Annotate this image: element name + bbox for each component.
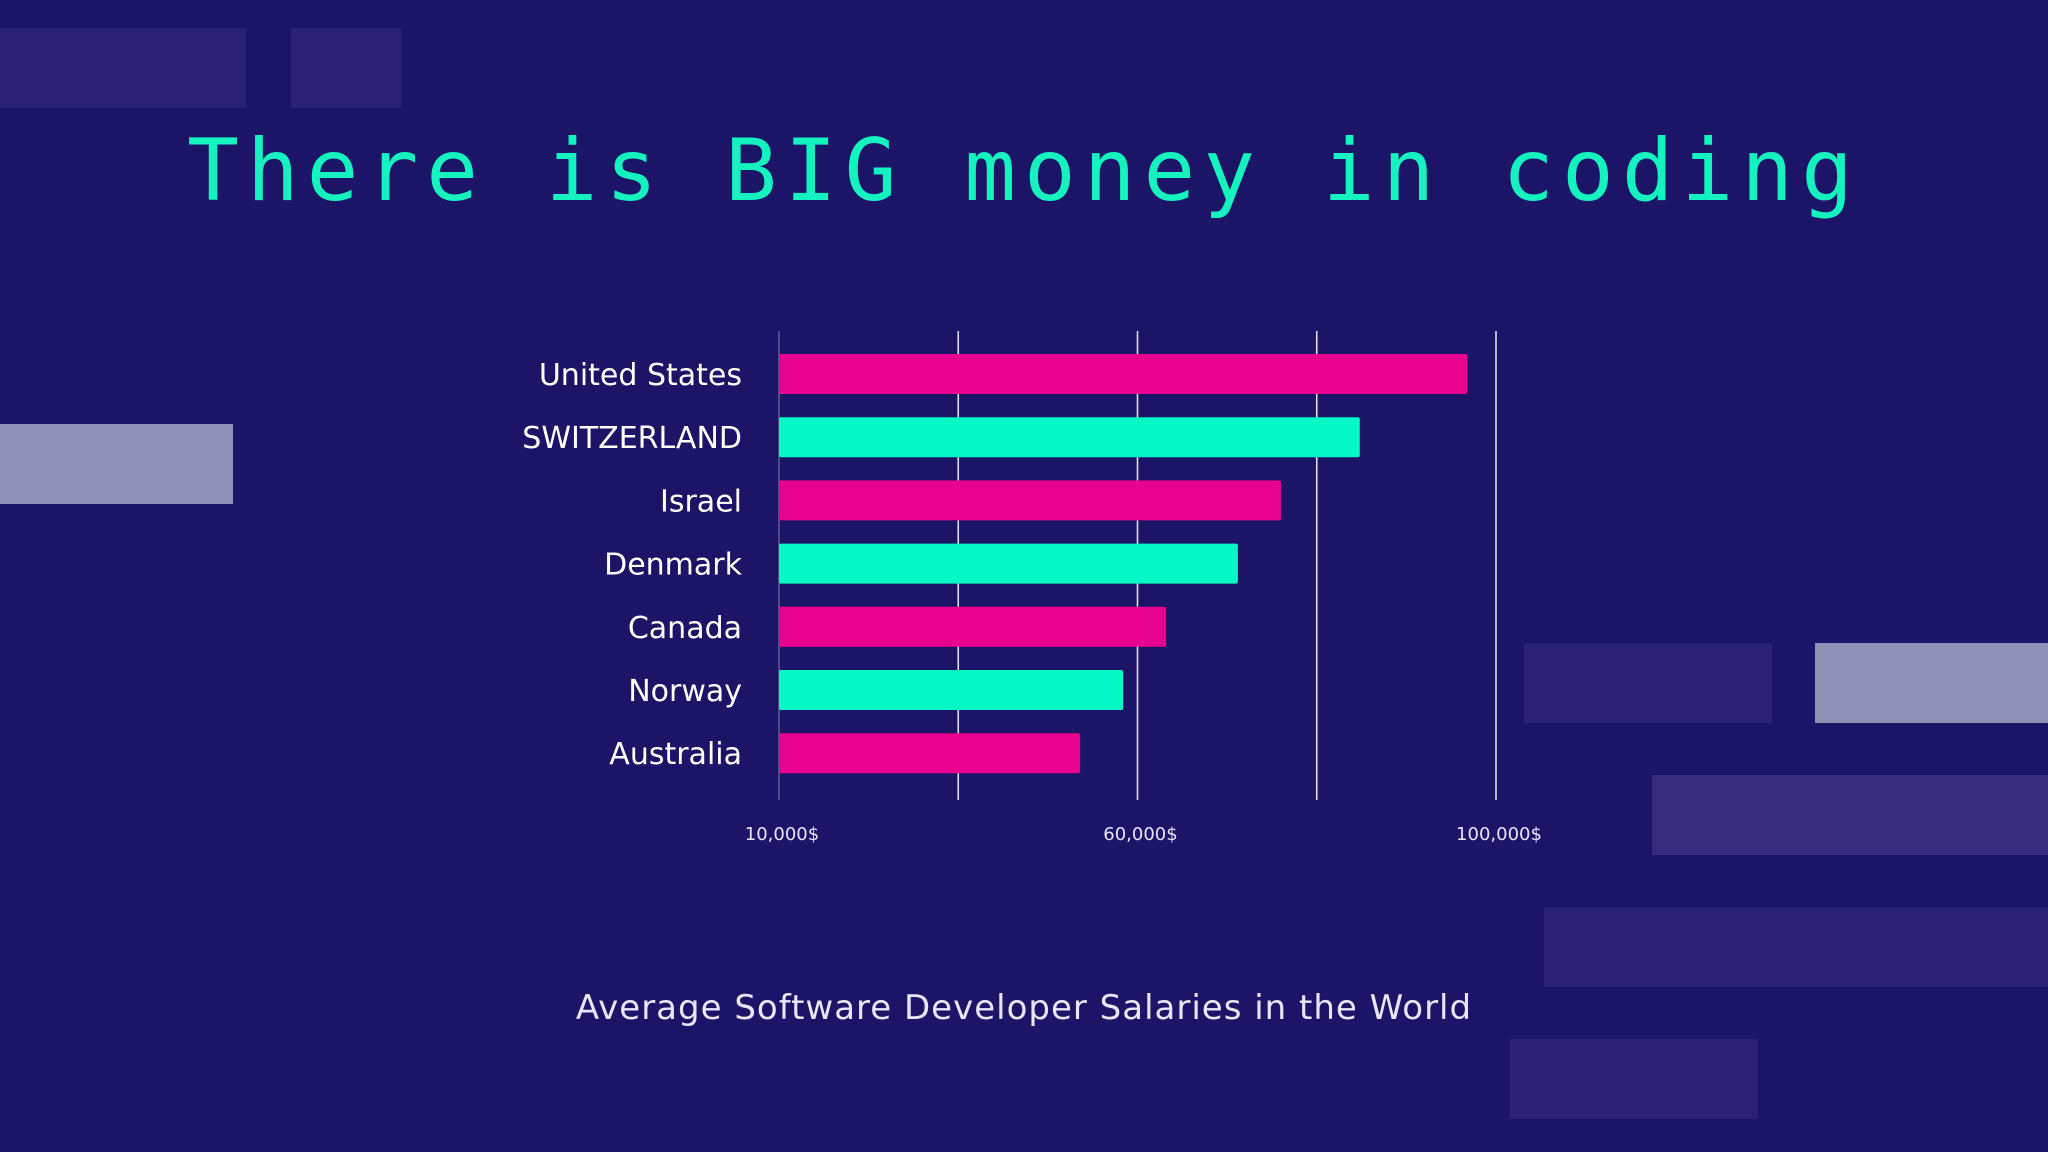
chart-bar: [779, 733, 1081, 774]
chart-bar: [779, 417, 1360, 458]
decorative-block: [1544, 907, 2048, 987]
chart-category-label: Denmark: [604, 548, 743, 583]
chart-category-label: Canada: [628, 611, 742, 646]
chart-x-tick-label: 100,000$: [1456, 824, 1542, 845]
chart-x-tick-label: 60,000$: [1103, 824, 1177, 845]
chart-category-label: Israel: [660, 484, 742, 519]
decorative-block: [1510, 1039, 1758, 1119]
chart-x-tick-label: 10,000$: [745, 824, 819, 845]
chart-category-label: Australia: [609, 737, 742, 772]
decorative-block: [1524, 643, 1772, 723]
chart-x-ticks: 10,000$ 60,000$ 100,000$: [745, 824, 1542, 845]
chart-bar: [779, 480, 1281, 521]
decorative-block: [291, 28, 401, 108]
decorative-block: [0, 424, 233, 504]
decorative-block: [0, 28, 246, 108]
chart-bars: [779, 354, 1468, 774]
chart-category-label: SWITZERLAND: [522, 421, 742, 456]
decorative-block: [1815, 643, 2048, 723]
chart-category-label: United States: [539, 358, 742, 393]
chart-bar: [779, 670, 1124, 710]
page-title: There is BIG money in coding: [187, 121, 1861, 221]
chart-bar: [779, 606, 1167, 647]
chart-category-label: Norway: [628, 674, 742, 709]
chart-bar: [779, 354, 1468, 394]
chart-bar: [779, 543, 1238, 584]
chart-caption: Average Software Developer Salaries in t…: [575, 988, 1473, 1028]
decorative-block: [1652, 775, 2048, 855]
chart-category-labels: United States SWITZERLAND Israel Denmark Can…: [522, 358, 742, 772]
